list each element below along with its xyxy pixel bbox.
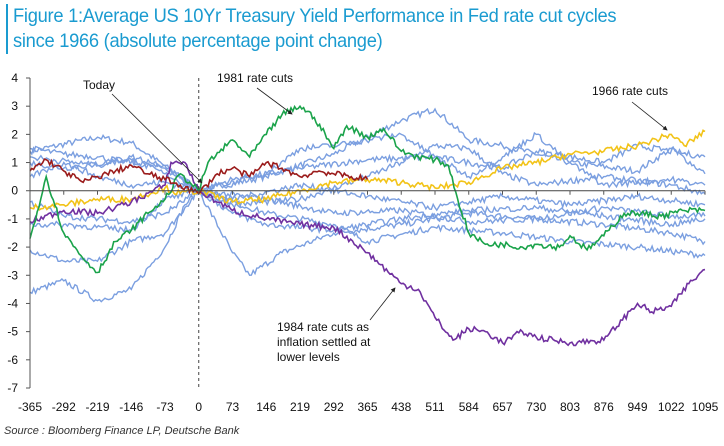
annotation-1981: 1981 rate cuts [217, 71, 293, 85]
y-tick-label: 0 [11, 184, 18, 198]
series-line-b2 [29, 189, 706, 303]
series-line-today [29, 158, 369, 195]
series-line-b3 [29, 189, 706, 265]
y-tick-label: -6 [7, 353, 18, 367]
series-line-b6 [29, 189, 706, 226]
annotation-1966: 1966 rate cuts [592, 84, 668, 98]
x-tick-label: 1022 [658, 400, 685, 414]
x-tick-label: -219 [85, 400, 109, 414]
x-tick-label: 657 [492, 400, 512, 414]
source-note: Source : Bloomberg Finance LP, Deutsche … [4, 425, 240, 437]
series-line-b9 [29, 131, 706, 234]
y-tick-label: -5 [7, 325, 18, 339]
y-tick-label: 4 [11, 71, 18, 85]
annotation-arrow [369, 287, 396, 321]
x-tick-label: 73 [226, 400, 240, 414]
annotation-arrow [256, 87, 293, 115]
x-tick-label: -292 [52, 400, 76, 414]
x-tick-label: -365 [18, 400, 42, 414]
x-tick-label: -73 [156, 400, 174, 414]
series-line-b5 [29, 142, 706, 209]
x-tick-label: 219 [290, 400, 310, 414]
y-tick-label: 3 [11, 99, 18, 113]
series-line-b4 [29, 142, 706, 193]
annotation-today: Today [83, 78, 115, 92]
y-tick-label: 1 [11, 156, 18, 170]
annotation-1984: 1984 rate cuts as [277, 320, 369, 334]
x-tick-label: 876 [594, 400, 614, 414]
y-tick-label: -7 [7, 381, 18, 395]
series-line-1981 [29, 104, 706, 274]
x-tick-label: 949 [627, 400, 647, 414]
x-tick-label: 438 [391, 400, 411, 414]
x-tick-label: 730 [526, 400, 546, 414]
x-tick-label: 292 [324, 400, 344, 414]
annotation-1984: inflation settled at [277, 335, 371, 349]
series-line-b7 [29, 161, 706, 212]
x-tick-label: -146 [119, 400, 143, 414]
chart-title-line2: since 1966 (absolute percentage point ch… [13, 30, 383, 52]
x-tick-label: 365 [357, 400, 377, 414]
x-tick-label: 803 [560, 400, 580, 414]
x-tick-label: 146 [256, 400, 276, 414]
title-accent-bar [6, 4, 8, 54]
y-tick-label: -1 [7, 212, 18, 226]
x-tick-label: 1095 [692, 400, 719, 414]
y-tick-label: -3 [7, 268, 18, 282]
annotation-1984: lower levels [277, 350, 340, 364]
y-tick-label: -4 [7, 296, 18, 310]
annotation-arrow [111, 93, 203, 184]
x-tick-label: 511 [425, 400, 444, 414]
chart-title-line1: Figure 1:Average US 10Yr Treasury Yield … [13, 5, 617, 27]
y-tick-label: 2 [11, 127, 18, 141]
x-tick-label: 0 [195, 400, 202, 414]
annotation-arrow [631, 101, 668, 131]
series-line-1984 [29, 160, 706, 347]
series-line-b8 [29, 153, 706, 235]
x-tick-label: 584 [459, 400, 479, 414]
y-tick-label: -2 [7, 240, 18, 254]
